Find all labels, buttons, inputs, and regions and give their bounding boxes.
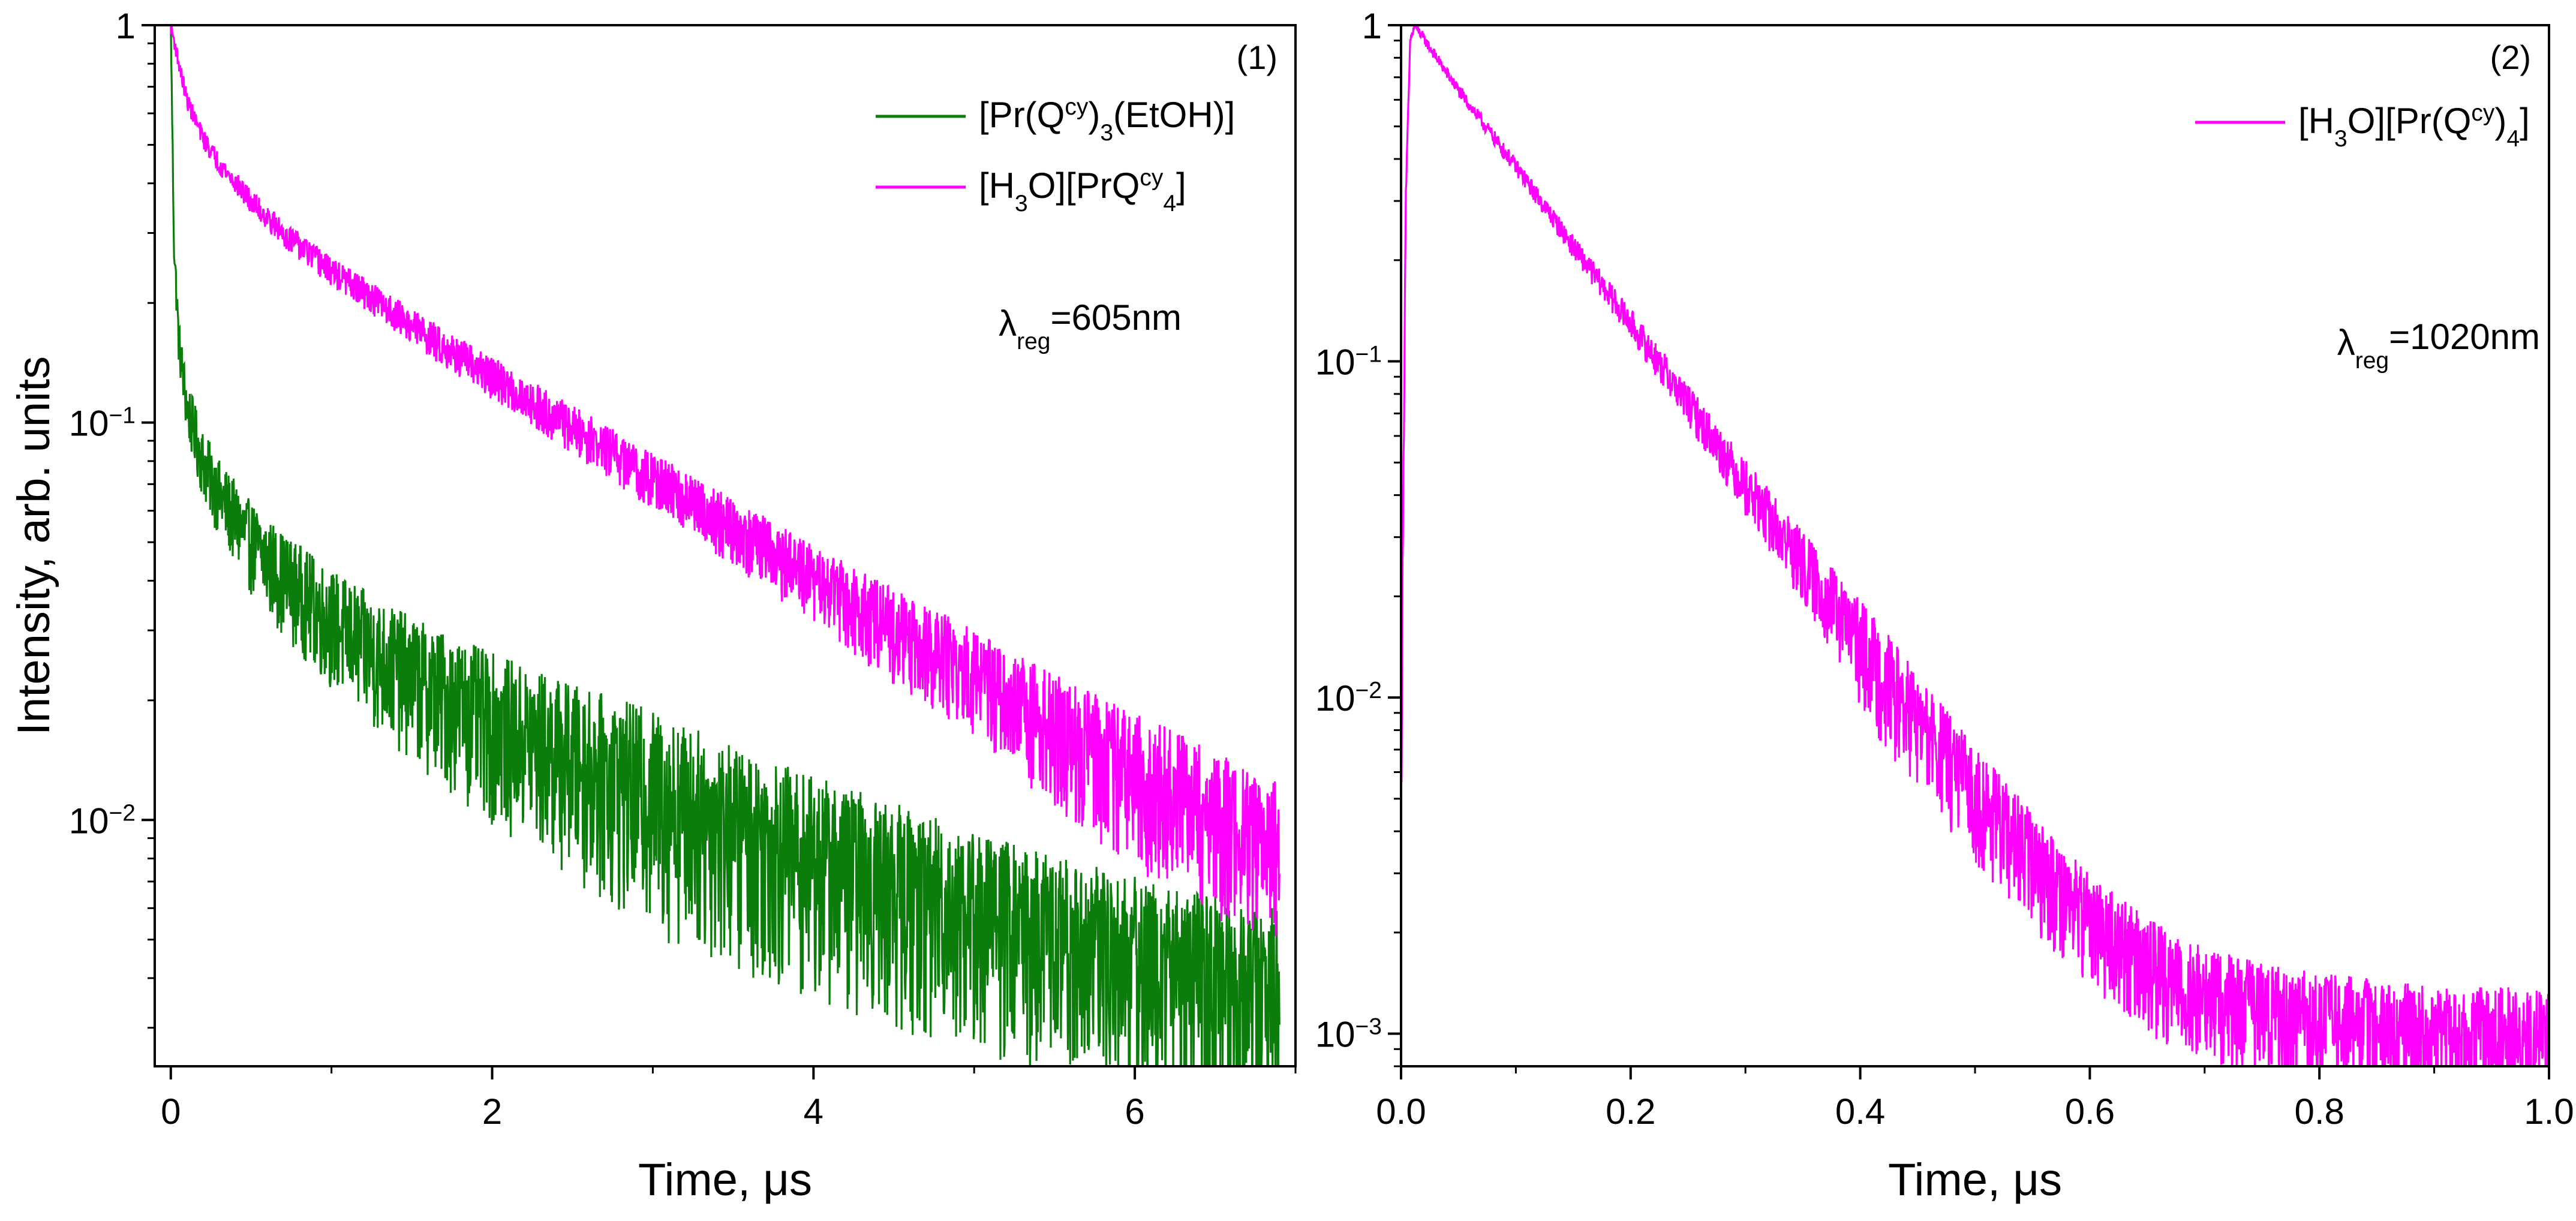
x-tick-label: 0 [161, 1091, 181, 1132]
y-axis-label: Intensity, arb. units [8, 356, 59, 735]
y-tick-label: 10−2 [1315, 678, 1382, 719]
legend-entry-label: [Pr(Qcy)3(EtOH)] [979, 94, 1235, 146]
x-axis-label: Time, μs [638, 1154, 812, 1205]
y-tick-label: 1 [1362, 6, 1382, 46]
wavelength-annotation: λreg=605nm [999, 297, 1182, 354]
series-line-1 [170, 25, 1281, 1066]
y-tick-label: 10−3 [1315, 1014, 1382, 1055]
y-tick-label: 10−1 [69, 402, 136, 444]
x-tick-label: 0.0 [1376, 1091, 1426, 1132]
wavelength-annotation: λreg=1020nm [2337, 317, 2540, 374]
y-tick-label: 1 [116, 6, 136, 46]
chart-panel-2: 0.0 0.2 0.4 0.6 0.8 1.0 1 10−1 10−2 10−3 Time, μs (… [1315, 6, 2574, 1205]
plot-frame [154, 24, 1297, 1067]
x-tick-label: 0.4 [1835, 1091, 1885, 1132]
legend: [Pr(Qcy)3(EtOH)] [H3O][PrQcy4] [876, 94, 1235, 216]
chart-panel-1: 0 2 4 6 1 10−1 10−2 Time, μs Intensity, arb. uni… [8, 6, 1297, 1205]
plot-frame [1400, 24, 2550, 1067]
series-line-1 [1401, 25, 2549, 1066]
x-tick-label: 0.6 [2065, 1091, 2115, 1132]
x-tick-label: 0.2 [1606, 1091, 1655, 1132]
panel-label: (1) [1237, 38, 1278, 76]
y-tick-label: 10−1 [1315, 341, 1382, 383]
y-tick-label: 10−2 [69, 800, 136, 841]
x-tick-label: 4 [804, 1091, 823, 1132]
series-line-2 [170, 25, 1281, 936]
x-axis-label: Time, μs [1888, 1154, 2062, 1205]
panel-label: (2) [2490, 38, 2531, 76]
x-tick-label: 6 [1125, 1091, 1144, 1132]
legend: [H3O][Pr(Qcy)4] [2195, 100, 2530, 152]
legend-entry-label: [H3O][Pr(Qcy)4] [2298, 100, 2530, 152]
legend-entry-label: [H3O][PrQcy4] [979, 165, 1186, 216]
x-tick-label: 0.8 [2294, 1091, 2344, 1132]
x-tick-label: 1.0 [2524, 1091, 2574, 1132]
x-tick-label: 2 [482, 1091, 502, 1132]
